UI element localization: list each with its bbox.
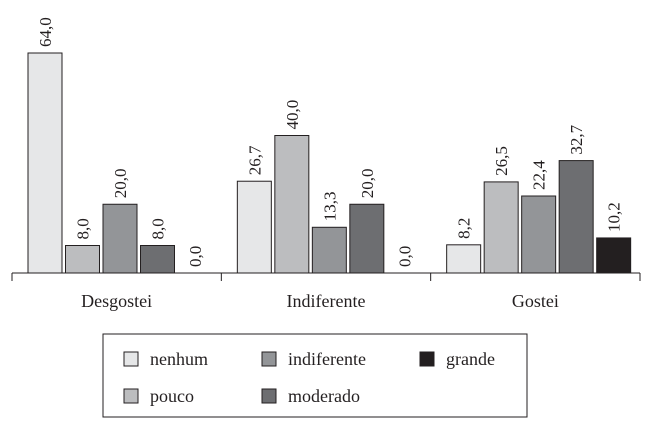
bar [274,135,310,274]
data-label: 8,0 [74,218,93,239]
legend-swatch [123,388,139,404]
data-label: 13,3 [320,192,339,222]
legend-swatch [261,388,277,404]
legend-label: indiferente [288,349,366,369]
legend-label: moderado [288,386,360,406]
data-label: 20,0 [111,169,130,199]
data-label: 22,4 [530,160,549,190]
x-tick-label: Indiferente [287,291,366,311]
bar [140,245,175,274]
legend-swatch [419,351,435,367]
x-tick-label: Desgostei [81,291,152,311]
bar [483,181,519,274]
legend-label: pouco [150,386,194,406]
legend-swatch [123,351,139,367]
bar [558,160,594,274]
data-label: 26,5 [492,146,511,176]
data-label: 20,0 [358,169,377,199]
data-label: 8,2 [455,218,474,239]
bar [446,244,482,274]
data-label: 40,0 [283,100,302,130]
legend-swatch [261,351,277,367]
data-label: 32,7 [567,124,586,154]
data-label: 26,7 [245,145,264,175]
bar [102,203,138,274]
data-label: 64,0 [36,17,55,47]
bar [596,237,632,274]
data-label: 10,2 [605,202,624,232]
x-tick-label: Gostei [512,291,559,311]
legend-label: grande [446,349,495,369]
bar [311,226,347,274]
bar [27,52,63,274]
legend-label: nenhum [150,349,208,369]
bar [521,195,557,274]
bar [236,180,272,274]
data-label: 8,0 [149,218,168,239]
data-label: 0,0 [186,246,205,267]
bar [65,245,100,274]
bar [349,203,385,274]
legend-box [102,333,528,418]
data-label: 0,0 [395,246,414,267]
